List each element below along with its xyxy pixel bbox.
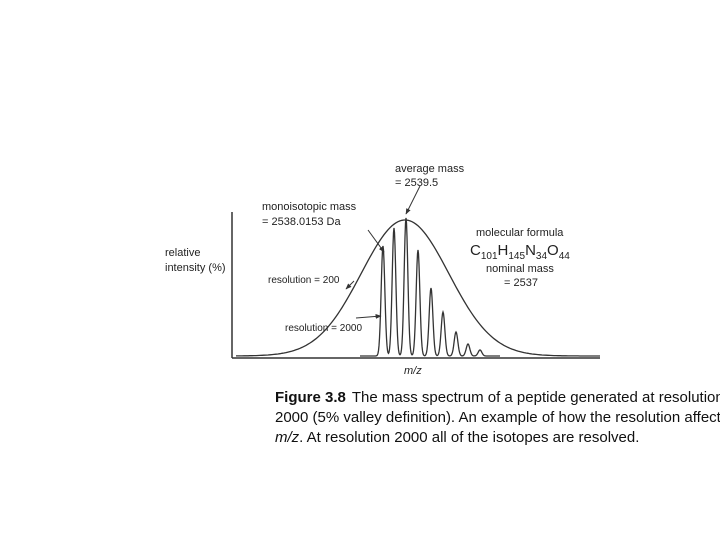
x-axis-label: m/z bbox=[404, 365, 422, 377]
formula-label: molecular formula bbox=[476, 227, 564, 239]
formula-element: H bbox=[498, 242, 509, 259]
y-axis-label: intensity (%) bbox=[165, 262, 226, 274]
arrow bbox=[367, 229, 385, 253]
resolution-200-label: resolution = 200 bbox=[268, 275, 340, 286]
formula-element: C bbox=[470, 242, 481, 259]
formula-count: 34 bbox=[536, 251, 548, 262]
average-mass-value: = 2539.5 bbox=[395, 177, 438, 189]
resolution-2000-label: resolution = 2000 bbox=[285, 323, 362, 334]
monoisotopic-value: = 2538.0153 Da bbox=[262, 216, 341, 228]
formula-count: 44 bbox=[559, 251, 571, 262]
formula: C101H145N34O44 bbox=[470, 242, 570, 262]
caption-label: Figure 3.8 bbox=[275, 389, 346, 406]
arrow bbox=[405, 185, 421, 215]
formula-element: N bbox=[525, 242, 536, 259]
y-axis-label: relative bbox=[165, 247, 200, 259]
average-mass-label: average mass bbox=[395, 163, 465, 175]
formula-element: O bbox=[547, 242, 559, 259]
caption-line: 2000 (5% valley definition). An example … bbox=[275, 409, 720, 426]
arrow bbox=[355, 314, 382, 319]
caption-line: Figure 3.8 The mass spectrum of a peptide… bbox=[275, 389, 720, 406]
monoisotopic-label: monoisotopic mass bbox=[262, 201, 357, 213]
caption-italic: m/z bbox=[275, 429, 300, 446]
caption-line: m/z. At resolution 2000 all of the isoto… bbox=[275, 429, 639, 446]
resolution-200-curve bbox=[236, 219, 600, 357]
formula-count: 101 bbox=[481, 251, 498, 262]
caption-text: The mass spectrum of a peptide generated… bbox=[352, 389, 720, 406]
caption-text: . At resolution 2000 all of the isotopes… bbox=[299, 429, 639, 446]
formula-count: 145 bbox=[508, 251, 525, 262]
nominal-mass-value: = 2537 bbox=[504, 277, 538, 289]
nominal-mass-label: nominal mass bbox=[486, 263, 554, 275]
arrow bbox=[345, 280, 355, 290]
